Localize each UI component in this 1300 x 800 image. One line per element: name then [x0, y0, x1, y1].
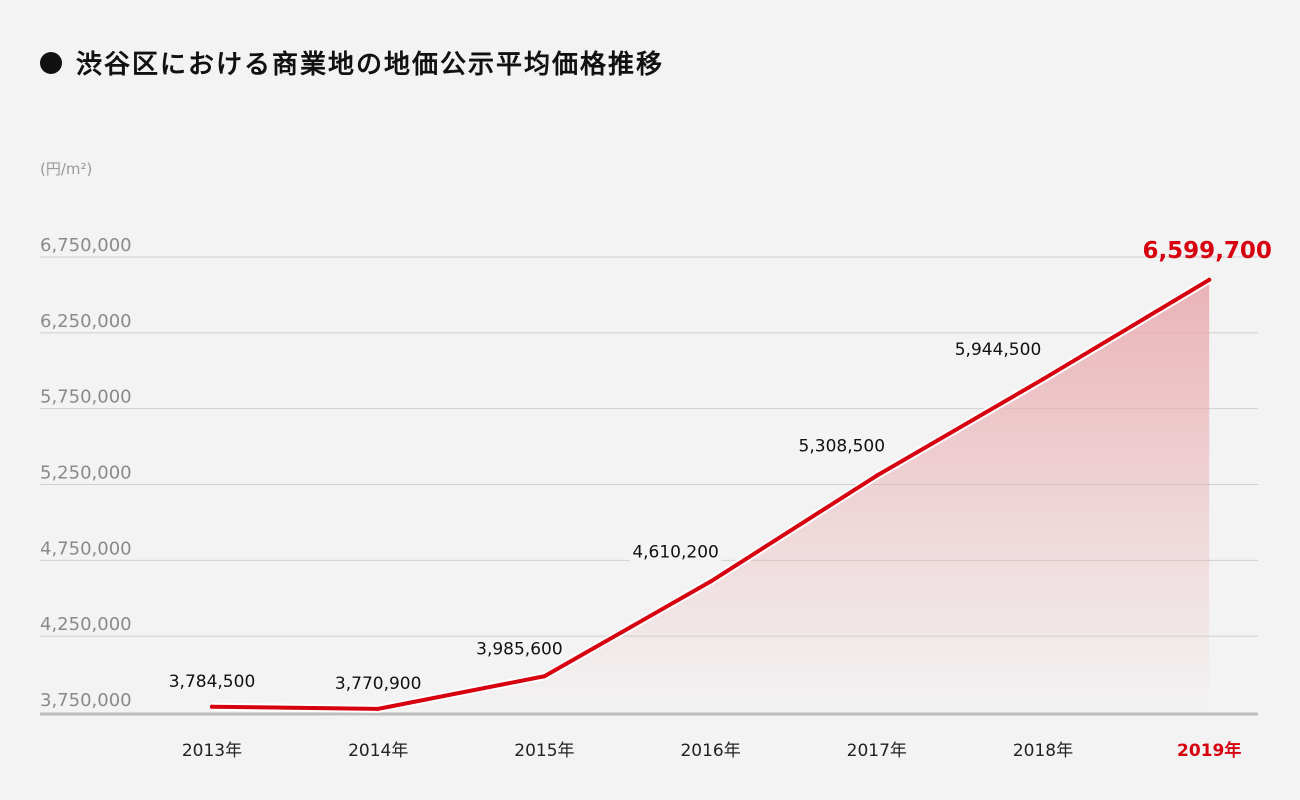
data-label: 3,770,900: [335, 674, 422, 694]
chart-title-row: 渋谷区における商業地の地価公示平均価格推移: [40, 44, 664, 81]
x-tick-label: 2015年: [514, 741, 574, 761]
data-point: [210, 704, 214, 709]
data-label: 5,944,500: [955, 340, 1042, 360]
y-tick-label: 3,750,000: [40, 690, 132, 711]
data-label: 5,308,500: [799, 437, 886, 457]
data-label: 4,610,200: [632, 543, 719, 563]
x-tick-label: 2013年: [182, 741, 242, 761]
y-tick-label: 6,750,000: [40, 235, 132, 256]
data-point: [1041, 377, 1045, 382]
y-tick-label: 6,250,000: [40, 311, 132, 332]
chart-title: 渋谷区における商業地の地価公示平均価格推移: [76, 50, 665, 80]
x-tick-label: 2014年: [348, 741, 408, 761]
data-point: [1207, 277, 1212, 282]
x-tick-label: 2019年: [1177, 740, 1241, 761]
y-tick-label: 5,750,000: [40, 387, 132, 408]
data-point: [542, 674, 547, 679]
y-tick-label: 4,250,000: [40, 614, 132, 635]
x-tick-label: 2017年: [847, 741, 907, 761]
y-tick-label: 5,250,000: [40, 463, 132, 484]
y-unit-label: (円/m²): [40, 160, 93, 178]
y-tick-label: 4,750,000: [40, 538, 132, 559]
series-area-fill: [212, 279, 1210, 712]
data-label-bg: [795, 434, 888, 457]
data-point: [376, 706, 381, 711]
x-tick-label: 2016年: [680, 741, 740, 761]
data-label-bg: [473, 637, 566, 660]
data-label: 3,784,500: [169, 672, 256, 692]
data-label-bg: [629, 540, 722, 563]
data-point: [874, 473, 879, 478]
data-label: 3,985,600: [476, 639, 563, 659]
x-tick-label: 2018年: [1013, 741, 1073, 761]
data-label-bg: [952, 338, 1044, 361]
data-label: 6,599,700: [1142, 238, 1272, 264]
data-point: [708, 579, 713, 584]
bullet-icon: [40, 51, 62, 74]
